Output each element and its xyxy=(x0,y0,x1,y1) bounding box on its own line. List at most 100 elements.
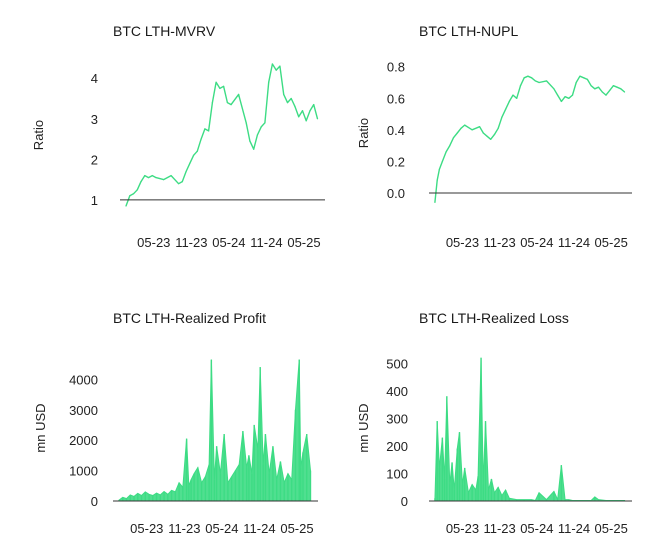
data-point xyxy=(452,137,455,139)
data-point xyxy=(571,94,574,96)
data-point xyxy=(189,162,191,164)
data-point xyxy=(290,97,292,100)
data-point xyxy=(623,91,626,93)
data-point xyxy=(597,86,600,88)
data-point xyxy=(301,110,304,112)
data-point xyxy=(223,85,225,87)
data-point xyxy=(493,133,496,136)
data-point xyxy=(516,97,518,99)
y-axis-label: mn USD xyxy=(356,403,371,452)
y-tick-label: 1000 xyxy=(69,464,98,479)
data-point xyxy=(441,160,443,162)
data-point xyxy=(309,110,311,112)
data-point xyxy=(590,85,592,87)
data-point xyxy=(151,174,153,177)
y-tick-label: 1 xyxy=(91,193,98,208)
data-point xyxy=(155,176,157,179)
y-tick-label: 2000 xyxy=(69,433,98,448)
y-tick-label: 4 xyxy=(91,71,98,86)
chart-title-loss: BTC LTH-Realized Loss xyxy=(419,310,569,326)
data-point xyxy=(531,77,533,79)
data-point xyxy=(185,170,187,173)
y-tick-label: 0.0 xyxy=(387,186,405,201)
data-point xyxy=(497,127,499,129)
chart-title-nupl: BTC LTH-NUPL xyxy=(419,23,519,39)
y-tick-label: 0.6 xyxy=(387,91,405,106)
y-tick-label: 0.2 xyxy=(387,154,405,169)
chart-nupl: 0.0 0.2 0.4 0.6 0.8 Ratio 05-23 11-23 05-24 11-24… xyxy=(356,60,632,250)
data-point xyxy=(527,75,529,77)
x-tick-label: 11-24 xyxy=(558,235,590,250)
x-tick-label: 05-23 xyxy=(446,521,479,536)
data-point xyxy=(482,132,484,134)
data-point xyxy=(538,81,540,84)
data-point xyxy=(264,122,266,124)
data-point xyxy=(560,100,562,103)
data-point xyxy=(226,101,228,104)
data-point xyxy=(192,154,195,156)
data-point xyxy=(486,135,488,137)
series-line xyxy=(125,63,319,207)
data-point xyxy=(294,106,296,108)
data-point xyxy=(211,101,213,104)
data-point xyxy=(545,80,548,82)
chart-profit: 0 1000 2000 3000 4000 mn USD 05-23 11-23 05-24 11… xyxy=(33,359,318,536)
x-tick-label: 11-24 xyxy=(250,235,282,250)
data-point xyxy=(286,101,289,104)
y-tick-label: 4000 xyxy=(69,372,98,387)
y-tick-label: 500 xyxy=(386,356,408,371)
data-point xyxy=(564,96,566,98)
data-point xyxy=(260,126,262,128)
data-point xyxy=(456,132,458,134)
data-point xyxy=(249,140,251,142)
x-tick-label: 05-25 xyxy=(287,235,320,250)
data-point xyxy=(460,127,462,129)
data-point xyxy=(132,193,135,195)
y-tick-label: 0.4 xyxy=(387,123,405,138)
data-point xyxy=(553,88,555,90)
data-point xyxy=(601,91,603,93)
data-point xyxy=(471,129,473,131)
data-point xyxy=(204,128,206,130)
data-point xyxy=(508,100,510,103)
chart-mvrv: 1 2 3 4 Ratio 05-23 11-23 05-24 11-24 05-25 xyxy=(31,63,325,250)
data-point xyxy=(464,124,466,126)
data-point xyxy=(238,93,240,96)
data-point xyxy=(534,80,536,82)
y-axis-label: Ratio xyxy=(31,120,46,150)
data-point xyxy=(449,145,451,147)
data-point xyxy=(181,181,183,183)
data-point xyxy=(609,89,611,91)
data-point xyxy=(268,81,270,83)
data-point xyxy=(557,94,559,96)
data-point xyxy=(519,85,522,87)
x-tick-label: 11-24 xyxy=(558,521,590,536)
data-point xyxy=(579,75,581,77)
data-point xyxy=(219,87,221,89)
y-tick-label: 100 xyxy=(386,466,408,481)
data-point xyxy=(253,148,255,150)
y-tick-label: 2 xyxy=(91,152,98,167)
data-point xyxy=(215,81,217,83)
data-point xyxy=(438,168,441,170)
x-tick-label: 05-24 xyxy=(520,235,553,250)
data-point xyxy=(620,88,622,90)
data-point xyxy=(504,108,507,110)
data-point xyxy=(177,183,180,185)
x-tick-label: 11-24 xyxy=(243,521,275,536)
series-area xyxy=(434,357,626,502)
y-tick-label: 200 xyxy=(386,439,408,454)
data-point xyxy=(298,116,300,118)
data-point xyxy=(436,179,438,181)
data-point xyxy=(313,103,315,106)
data-point xyxy=(162,179,165,181)
data-point xyxy=(445,151,447,153)
data-point xyxy=(279,65,281,67)
data-point xyxy=(490,138,492,140)
x-tick-label: 05-23 xyxy=(446,235,479,250)
data-point xyxy=(568,97,570,99)
data-point xyxy=(305,120,307,122)
y-tick-label: 0 xyxy=(91,494,98,509)
y-axis-label: Ratio xyxy=(356,118,371,148)
